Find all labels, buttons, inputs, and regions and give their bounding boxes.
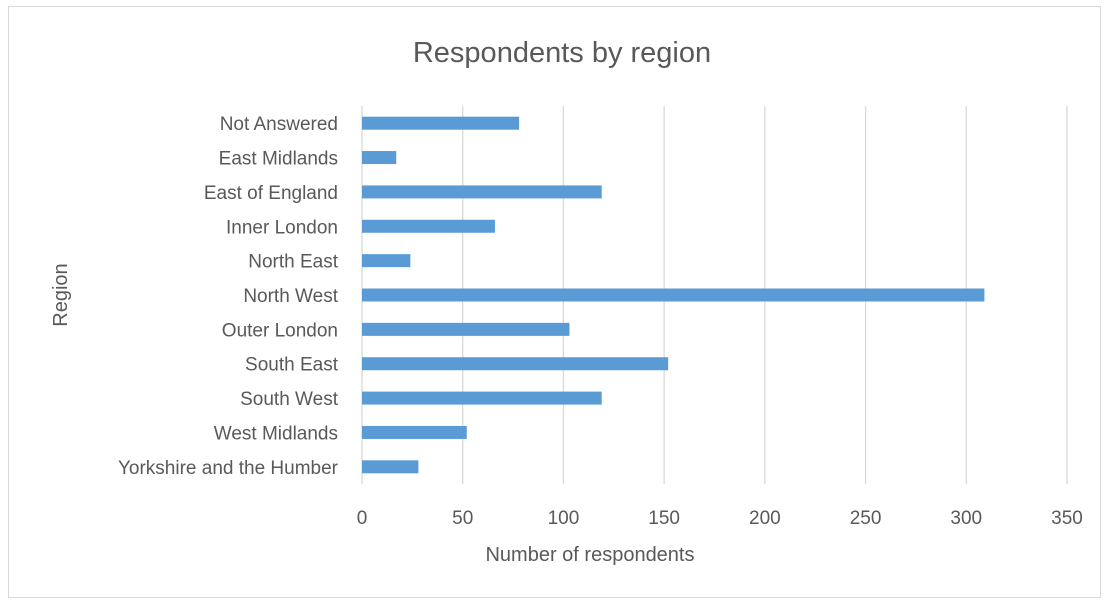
- x-tick-label: 50: [452, 508, 473, 529]
- y-tick-label: Outer London: [222, 320, 338, 341]
- bar: [362, 322, 570, 336]
- x-tick-label: 300: [950, 508, 982, 529]
- y-tick-label: North East: [248, 252, 338, 273]
- bar: [362, 288, 985, 302]
- bar: [362, 254, 411, 268]
- y-tick-label: East of England: [204, 183, 338, 204]
- x-tick-label: 0: [357, 508, 368, 529]
- y-tick-labels: Not Answered East Midlands East of England…: [118, 114, 339, 479]
- y-tick-label: South East: [245, 355, 339, 376]
- y-tick-label: East Midlands: [219, 149, 338, 170]
- x-tick-label: 150: [648, 508, 680, 529]
- x-tick-label: 100: [548, 508, 580, 529]
- x-tick-label: 350: [1051, 508, 1083, 529]
- chart-frame: [8, 6, 1101, 598]
- bar: [362, 151, 397, 165]
- y-tick-label: North West: [243, 286, 338, 307]
- bar: [362, 357, 669, 371]
- y-tick-label: West Midlands: [214, 423, 338, 444]
- bar: [362, 391, 602, 405]
- x-tick-label: 200: [749, 508, 781, 529]
- y-axis-title: Region: [50, 263, 72, 326]
- x-tick-label: 250: [850, 508, 882, 529]
- y-tick-label: Not Answered: [220, 114, 338, 135]
- bar: [362, 219, 495, 233]
- bar: [362, 460, 419, 474]
- y-tick-label: South West: [240, 389, 339, 410]
- y-tick-label: Yorkshire and the Humber: [118, 458, 339, 479]
- chart-title: Respondents by region: [413, 37, 711, 69]
- y-tick-label: Inner London: [226, 217, 338, 238]
- bar: [362, 425, 467, 439]
- bars: [362, 116, 985, 474]
- x-axis-title: Number of respondents: [485, 544, 694, 566]
- bar: [362, 185, 602, 199]
- bar: [362, 116, 520, 130]
- x-tick-labels: 0 50 100 150 200 250 300 350: [357, 508, 1083, 529]
